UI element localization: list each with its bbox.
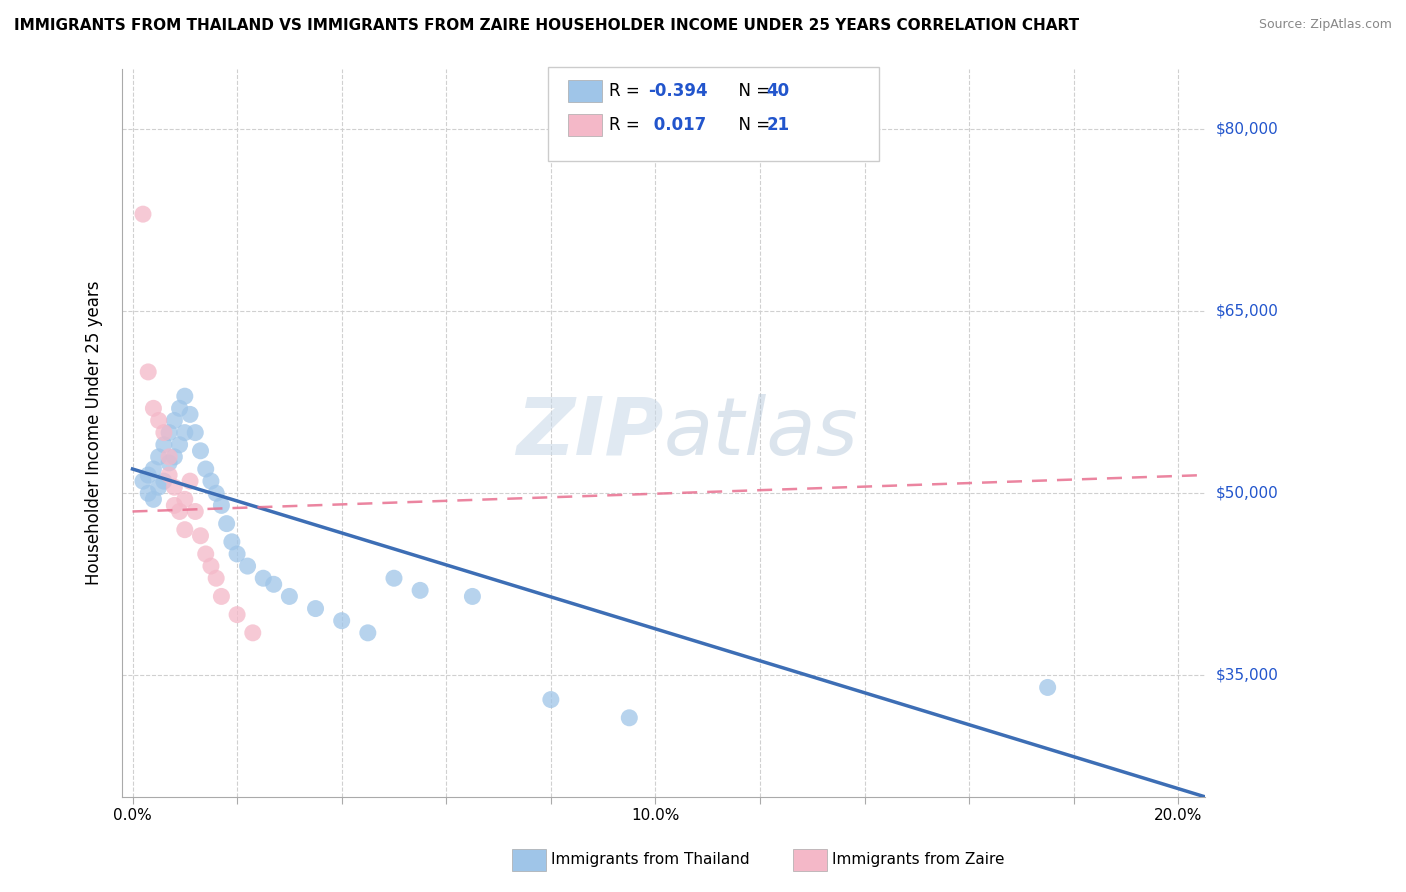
- Point: [142, 492, 165, 507]
- Point: [619, 711, 641, 725]
- Point: [194, 547, 217, 561]
- Text: N =: N =: [728, 116, 776, 134]
- Text: $65,000: $65,000: [1216, 304, 1278, 318]
- Point: [252, 571, 274, 585]
- Point: [153, 474, 176, 488]
- Point: [136, 486, 159, 500]
- Point: [173, 523, 195, 537]
- Point: [190, 529, 212, 543]
- Point: [382, 571, 405, 585]
- Point: [153, 425, 176, 440]
- Point: [540, 692, 562, 706]
- Point: [148, 450, 170, 464]
- Point: [184, 504, 207, 518]
- Text: Immigrants from Zaire: Immigrants from Zaire: [832, 853, 1005, 867]
- Point: [1036, 681, 1059, 695]
- Point: [148, 413, 170, 427]
- Text: Immigrants from Thailand: Immigrants from Thailand: [551, 853, 749, 867]
- Text: 0.017: 0.017: [648, 116, 706, 134]
- Text: 21: 21: [766, 116, 789, 134]
- Point: [173, 492, 195, 507]
- Y-axis label: Householder Income Under 25 years: Householder Income Under 25 years: [86, 280, 103, 585]
- Point: [163, 413, 186, 427]
- Point: [215, 516, 238, 531]
- Point: [278, 590, 301, 604]
- Point: [236, 559, 259, 574]
- Point: [173, 389, 195, 403]
- Point: [190, 443, 212, 458]
- Point: [153, 438, 176, 452]
- Point: [304, 601, 326, 615]
- Text: ZIP: ZIP: [516, 393, 664, 472]
- Text: R =: R =: [609, 82, 645, 100]
- Point: [200, 474, 222, 488]
- Point: [205, 571, 228, 585]
- Point: [179, 474, 201, 488]
- Point: [409, 583, 432, 598]
- Text: 40: 40: [766, 82, 789, 100]
- Point: [179, 408, 201, 422]
- Point: [263, 577, 285, 591]
- Point: [357, 625, 380, 640]
- Text: $35,000: $35,000: [1216, 668, 1278, 682]
- Point: [136, 365, 159, 379]
- Point: [136, 468, 159, 483]
- Point: [163, 499, 186, 513]
- Point: [226, 607, 249, 622]
- Text: R =: R =: [609, 116, 650, 134]
- Point: [242, 625, 264, 640]
- Point: [163, 450, 186, 464]
- Text: -0.394: -0.394: [648, 82, 707, 100]
- Point: [157, 450, 180, 464]
- Point: [194, 462, 217, 476]
- Point: [142, 462, 165, 476]
- Point: [205, 486, 228, 500]
- Point: [169, 401, 191, 416]
- Text: IMMIGRANTS FROM THAILAND VS IMMIGRANTS FROM ZAIRE HOUSEHOLDER INCOME UNDER 25 YE: IMMIGRANTS FROM THAILAND VS IMMIGRANTS F…: [14, 18, 1080, 33]
- Text: $50,000: $50,000: [1216, 486, 1278, 500]
- Point: [169, 438, 191, 452]
- Point: [200, 559, 222, 574]
- Text: atlas: atlas: [664, 393, 858, 472]
- Point: [148, 480, 170, 494]
- Point: [163, 480, 186, 494]
- Point: [132, 207, 155, 221]
- Text: N =: N =: [728, 82, 776, 100]
- Point: [142, 401, 165, 416]
- Point: [157, 468, 180, 483]
- Point: [132, 474, 155, 488]
- Point: [226, 547, 249, 561]
- Point: [209, 499, 232, 513]
- Point: [157, 456, 180, 470]
- Point: [157, 425, 180, 440]
- Text: Source: ZipAtlas.com: Source: ZipAtlas.com: [1258, 18, 1392, 31]
- Point: [330, 614, 353, 628]
- Point: [173, 425, 195, 440]
- Point: [169, 504, 191, 518]
- Text: $80,000: $80,000: [1216, 121, 1278, 136]
- Point: [184, 425, 207, 440]
- Point: [461, 590, 484, 604]
- Point: [209, 590, 232, 604]
- Point: [221, 534, 243, 549]
